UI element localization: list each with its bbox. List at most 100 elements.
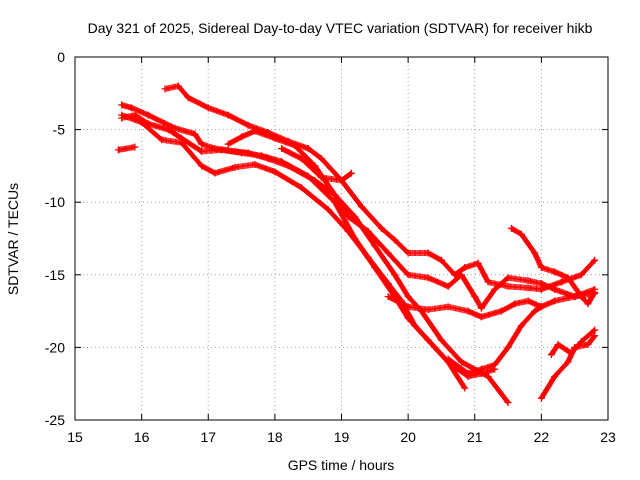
data-point: [477, 365, 485, 373]
data-point: [258, 152, 266, 160]
data-point: [404, 303, 412, 311]
data-point: [471, 293, 479, 301]
x-tick-label: 19: [334, 429, 350, 445]
series-track-3: [118, 111, 469, 392]
data-point: [554, 340, 562, 348]
data-point: [131, 143, 139, 151]
data-point: [404, 249, 412, 257]
data-point: [551, 297, 559, 305]
data-point: [504, 282, 512, 290]
data-point: [564, 358, 572, 366]
data-point: [318, 155, 326, 163]
data-point: [404, 271, 412, 279]
data-point: [271, 134, 279, 142]
data-point: [524, 277, 532, 285]
data-point: [128, 104, 136, 112]
data-point: [577, 271, 585, 279]
data-point: [444, 282, 452, 290]
data-point: [484, 372, 492, 380]
data-point: [424, 306, 432, 314]
data-point: [251, 127, 259, 135]
data-point: [331, 191, 339, 199]
data-point: [344, 213, 352, 221]
data-point: [537, 303, 545, 311]
data-point: [474, 259, 482, 267]
data-point: [571, 293, 579, 301]
y-tick-label: -15: [45, 267, 65, 283]
data-point: [551, 285, 559, 293]
data-point: [537, 394, 545, 402]
data-point: [491, 361, 499, 369]
data-point: [184, 94, 192, 102]
data-point: [171, 124, 179, 132]
data-point: [271, 168, 279, 176]
data-point: [547, 351, 555, 359]
x-tick-label: 16: [134, 429, 150, 445]
data-point: [198, 140, 206, 148]
data-point: [144, 111, 152, 119]
data-point: [291, 142, 299, 150]
data-point: [477, 313, 485, 321]
data-point: [591, 326, 599, 334]
data-point: [357, 203, 365, 211]
data-point: [231, 163, 239, 171]
data-point: [591, 288, 599, 296]
data-point: [278, 158, 286, 166]
data-point: [238, 133, 246, 141]
data-point: [524, 297, 532, 305]
data-point: [244, 121, 252, 129]
x-tick-label: 23: [600, 429, 616, 445]
data-point: [164, 126, 172, 134]
data-point: [318, 174, 326, 182]
x-tick-label: 17: [200, 429, 216, 445]
data-point: [158, 136, 166, 144]
data-point: [377, 224, 385, 232]
data-point: [424, 274, 432, 282]
y-tick-label: -25: [45, 412, 65, 428]
data-point: [384, 249, 392, 257]
data-point: [464, 307, 472, 315]
y-axis-label: SDTVAR / TECUs: [5, 183, 21, 295]
data-point: [298, 184, 306, 192]
series-track-12: [114, 143, 139, 154]
chart-title: Day 321 of 2025, Sidereal Day-to-day VTE…: [88, 20, 593, 36]
data-point: [178, 139, 186, 147]
data-point: [364, 227, 372, 235]
data-point: [211, 169, 219, 177]
data-point: [424, 249, 432, 257]
series-track-8: [444, 303, 545, 378]
data-point: [391, 271, 399, 279]
data-point: [347, 169, 355, 177]
data-point: [198, 147, 206, 155]
data-point: [224, 140, 232, 148]
data-point: [384, 280, 392, 288]
data-point: [444, 303, 452, 311]
data-point: [577, 338, 585, 346]
data-point: [457, 358, 465, 366]
data-point: [304, 172, 312, 180]
data-layer: [114, 82, 599, 407]
data-point: [517, 322, 525, 330]
data-point: [404, 293, 412, 301]
series-track-6: [278, 144, 355, 184]
x-tick-label: 21: [467, 429, 483, 445]
data-point: [174, 82, 182, 90]
data-point: [114, 146, 122, 154]
data-point: [251, 160, 259, 168]
data-point: [584, 300, 592, 308]
y-tick-label: -20: [45, 339, 65, 355]
y-tick-label: -10: [45, 194, 65, 210]
data-point: [384, 293, 392, 301]
data-point: [218, 146, 226, 154]
x-tick-label: 15: [67, 429, 83, 445]
data-point: [238, 149, 246, 157]
data-point: [444, 355, 452, 363]
x-tick-label: 20: [400, 429, 416, 445]
axis-ticks: 15 16 17 18 19 20 21 22 23 0 -5 -10 -15 -20 -25: [45, 49, 616, 445]
data-point: [531, 249, 539, 257]
data-point: [324, 205, 332, 213]
data-point: [491, 285, 499, 293]
data-point: [567, 349, 575, 357]
data-point: [437, 256, 445, 264]
data-point: [411, 322, 419, 330]
